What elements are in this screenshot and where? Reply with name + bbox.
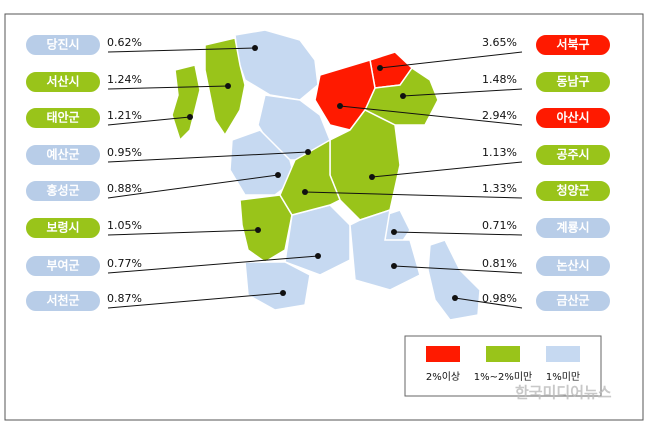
region-value: 0.81% (482, 257, 517, 270)
region-value: 1.05% (107, 219, 142, 232)
region (284, 204, 351, 276)
region (244, 261, 311, 311)
region-pill (24, 143, 102, 167)
region-dot (275, 172, 281, 178)
legend-swatch (546, 346, 580, 362)
region-dot (391, 263, 397, 269)
region-pill (24, 216, 102, 240)
leader-lines (107, 45, 523, 309)
region-name: 금산군 (556, 293, 589, 308)
region-pill (24, 106, 102, 130)
region-name: 태안군 (46, 110, 79, 125)
region-value: 0.87% (107, 292, 142, 305)
region-value: 1.13% (482, 146, 517, 159)
leader-line (107, 255, 319, 274)
region-value: 1.33% (482, 182, 517, 195)
region-pill (24, 289, 102, 313)
leader-line (107, 174, 279, 199)
leader-line (402, 88, 523, 97)
region-pill (534, 106, 612, 130)
region-pill (24, 70, 102, 94)
region-value: 0.88% (107, 182, 142, 195)
labels: 당진시 0.62% 서산시 1.24% 태안군 1.21% 예산군 0.95% 홍성군 0.88%… (24, 33, 612, 313)
region-pill (534, 216, 612, 240)
leader-line (339, 105, 523, 126)
region-value: 2.94% (482, 109, 517, 122)
region-name: 아산시 (556, 110, 589, 125)
leader-line (379, 51, 523, 69)
region-name: 동남구 (556, 74, 589, 89)
region-pill (534, 70, 612, 94)
region-pill (534, 254, 612, 278)
legend-swatch (486, 346, 520, 362)
leader-line (107, 292, 284, 309)
region-name: 당진시 (46, 37, 79, 52)
region-name: 부여군 (46, 258, 79, 273)
leader-line (107, 151, 309, 163)
leader-line (107, 116, 191, 126)
region-dot (391, 229, 397, 235)
watermark: 한국미디어뉴스 (515, 384, 612, 402)
leader-line (371, 161, 523, 178)
region-dot (302, 189, 308, 195)
region-value: 0.95% (107, 146, 142, 159)
region-value: 0.71% (482, 219, 517, 232)
region-name: 논산시 (556, 258, 589, 273)
leader-line (393, 265, 523, 274)
region-dot (225, 83, 231, 89)
region-pill (24, 33, 102, 57)
region (349, 208, 421, 291)
region-dot (280, 290, 286, 296)
map (171, 29, 481, 321)
region-dot (255, 227, 261, 233)
region-name: 공주시 (556, 148, 589, 162)
region-pill (24, 254, 102, 278)
region-dot (400, 93, 406, 99)
leader-line (304, 191, 523, 199)
region-name: 서산시 (46, 74, 79, 89)
region-name: 서북구 (556, 37, 589, 52)
region-dot (377, 65, 383, 71)
region-pill (534, 289, 612, 313)
leader-line (107, 229, 259, 236)
legend: 2%이상 1%~2%미만 1%미만 (426, 346, 580, 383)
region-name: 보령시 (46, 221, 79, 235)
leader-line (107, 85, 229, 90)
region-dot (252, 45, 258, 51)
region-value: 1.21% (107, 109, 142, 122)
region-name: 예산군 (46, 147, 79, 162)
legend-label: 1%미만 (546, 371, 580, 383)
leader-line (393, 231, 523, 236)
legend-swatch (426, 346, 460, 362)
region-name: 계룡시 (556, 220, 589, 235)
region-dot (305, 149, 311, 155)
region-dot (315, 253, 321, 259)
region-value: 0.98% (482, 292, 517, 305)
region-dot (187, 114, 193, 120)
region-value: 0.77% (107, 257, 142, 270)
region-value: 1.24% (107, 73, 142, 86)
region-value: 1.48% (482, 73, 517, 86)
leader-line (454, 297, 523, 309)
region-pill (534, 33, 612, 57)
leader-line (107, 47, 256, 53)
region-pill (534, 179, 612, 203)
region-name: 서천군 (46, 293, 79, 308)
region-dot (369, 174, 375, 180)
region-value: 3.65% (482, 36, 517, 49)
region (279, 138, 341, 216)
legend-label: 1%~2%미만 (474, 371, 533, 383)
region-name: 홍성군 (46, 183, 79, 198)
region-pill (534, 143, 612, 167)
region-dot (337, 103, 343, 109)
region-dot (452, 295, 458, 301)
legend-label: 2%이상 (426, 371, 460, 383)
region-value: 0.62% (107, 36, 142, 49)
region-name: 청양군 (556, 183, 589, 198)
region-pill (24, 179, 102, 203)
region (171, 64, 201, 142)
